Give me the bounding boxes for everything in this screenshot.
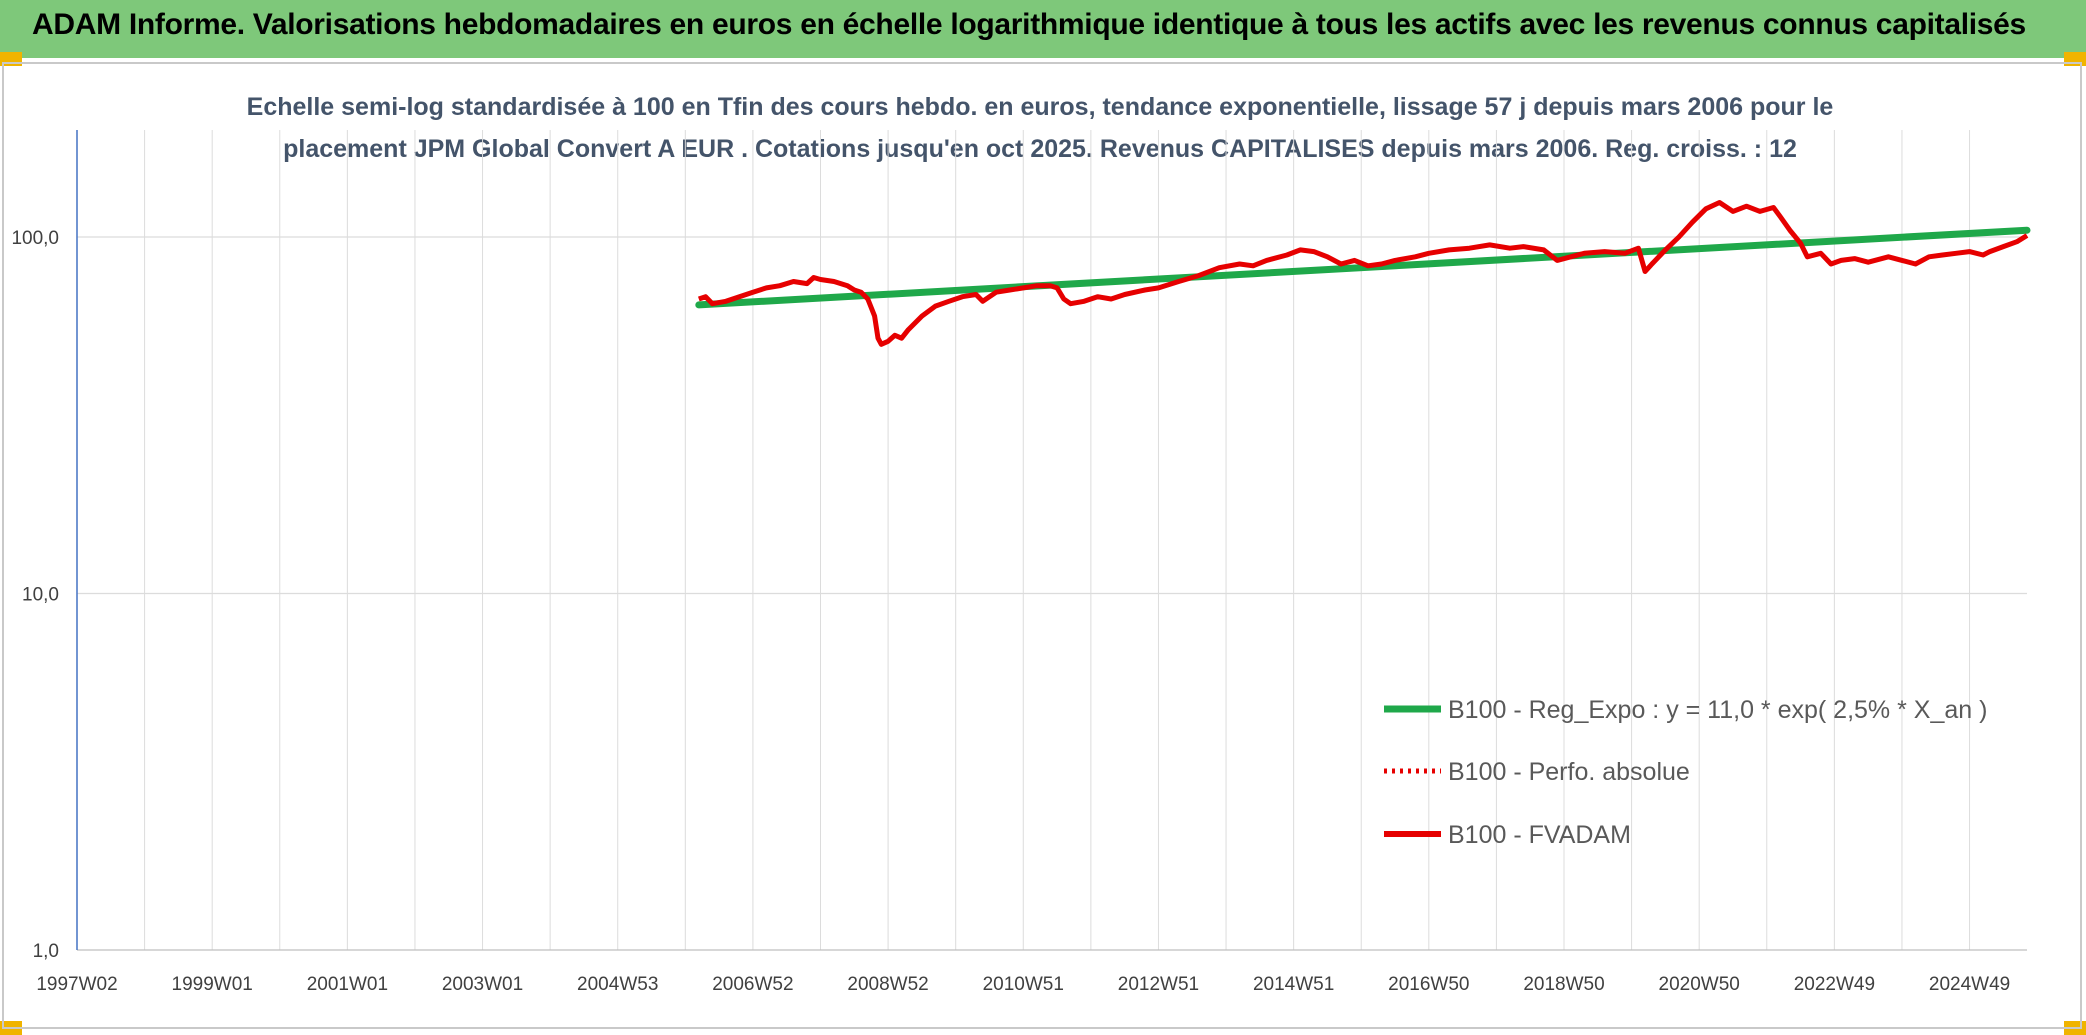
x-tick-label: 2018W50: [1523, 974, 1604, 995]
x-tick-label: 2001W01: [307, 974, 388, 995]
y-tick-label: 1,0: [33, 941, 59, 962]
y-tick-label: 10,0: [22, 585, 59, 606]
page-title: ADAM Informe. Valorisations hebdomadaire…: [32, 8, 2026, 41]
x-tick-label: 2022W49: [1794, 974, 1875, 995]
series-line-fvadam: [697, 200, 2029, 347]
chart-frame: [2, 62, 2082, 1029]
x-tick-label: 2003W01: [442, 974, 523, 995]
series-layer: [695, 200, 2031, 347]
chart-title: Echelle semi-log standardisée à 100 en T…: [100, 86, 1980, 170]
x-tick-label: 2012W51: [1118, 974, 1199, 995]
header-banner: ADAM Informe. Valorisations hebdomadaire…: [0, 0, 2086, 58]
legend-label: B100 - FVADAM: [1448, 821, 1631, 849]
x-tick-label: 2008W52: [847, 974, 928, 995]
x-tick-label: 2010W51: [983, 974, 1064, 995]
x-tick-label: 2024W49: [1929, 974, 2010, 995]
legend-label: B100 - Perfo. absolue: [1448, 758, 1690, 786]
x-tick-label: 2020W50: [1659, 974, 1740, 995]
axes: 1,0 10,0 100,0 1997W02 1999W01 2001W01 2003W01…: [11, 130, 2010, 995]
y-tick-label: 100,0: [11, 228, 59, 249]
x-tick-label: 2014W51: [1253, 974, 1334, 995]
grid: [76, 130, 2027, 951]
series-line-reg-expo: [695, 226, 2031, 309]
legend: B100 - Reg_Expo : y = 11,0 * exp( 2,5% *…: [1384, 696, 1987, 849]
x-tick-label: 2004W53: [577, 974, 658, 995]
x-tick-label: 2006W52: [712, 974, 793, 995]
x-tick-label: 1999W01: [172, 974, 253, 995]
legend-label: B100 - Reg_Expo : y = 11,0 * exp( 2,5% *…: [1448, 696, 1987, 724]
x-tick-label: 2016W50: [1388, 974, 1469, 995]
x-tick-label: 1997W02: [36, 974, 117, 995]
chart-title-line-2: placement JPM Global Convert A EUR . Cot…: [283, 135, 1797, 163]
chart-title-line-1: Echelle semi-log standardisée à 100 en T…: [246, 93, 1834, 121]
